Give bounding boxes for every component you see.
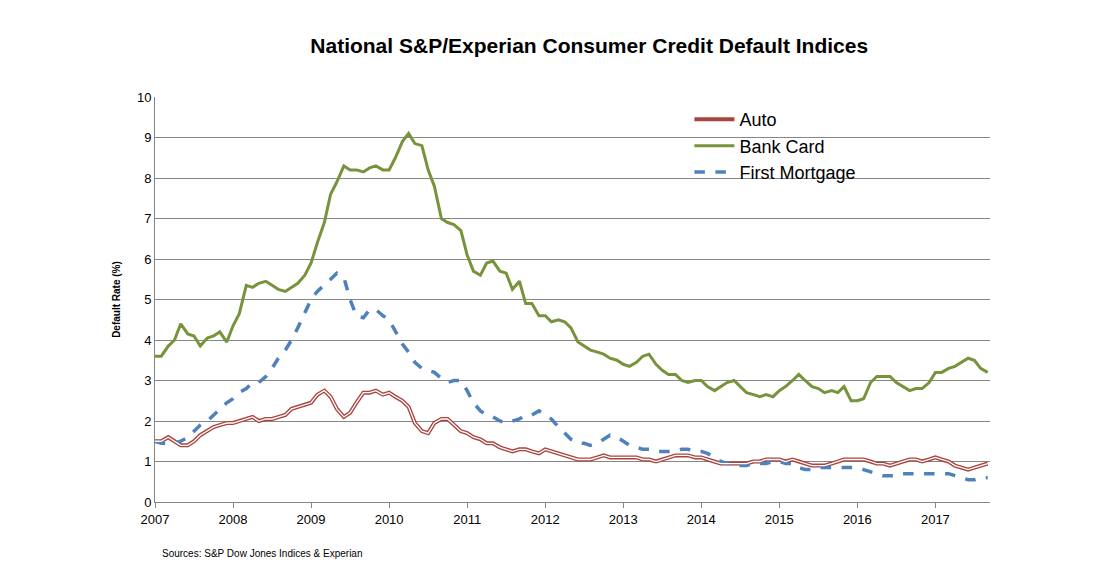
svg-text:5: 5 [144,292,151,307]
svg-text:8: 8 [144,171,151,186]
svg-text:2007: 2007 [141,512,170,527]
svg-text:2016: 2016 [843,512,872,527]
svg-text:0: 0 [144,495,151,510]
svg-text:Sources: S&P Dow Jones Indices: Sources: S&P Dow Jones Indices & Experia… [162,548,362,559]
svg-text:2011: 2011 [453,512,481,527]
svg-text:2: 2 [144,414,151,429]
svg-text:National S&P/Experian Consumer: National S&P/Experian Consumer Credit De… [310,34,868,57]
svg-text:2017: 2017 [921,512,950,527]
svg-text:Bank Card: Bank Card [739,137,824,157]
svg-text:2009: 2009 [297,512,326,527]
svg-text:7: 7 [144,211,151,226]
svg-text:2013: 2013 [609,512,638,527]
svg-text:Auto: Auto [739,110,776,130]
svg-text:First Mortgage: First Mortgage [739,163,855,183]
svg-text:2008: 2008 [219,512,248,527]
svg-text:1: 1 [144,454,151,469]
svg-text:2015: 2015 [765,512,794,527]
svg-text:6: 6 [144,252,151,267]
svg-text:2010: 2010 [375,512,404,527]
svg-text:9: 9 [144,130,151,145]
svg-text:3: 3 [144,373,151,388]
svg-text:10: 10 [137,90,151,105]
svg-text:2014: 2014 [687,512,716,527]
svg-text:4: 4 [144,333,151,348]
svg-text:Default Rate (%): Default Rate (%) [111,261,122,338]
svg-text:2012: 2012 [531,512,560,527]
